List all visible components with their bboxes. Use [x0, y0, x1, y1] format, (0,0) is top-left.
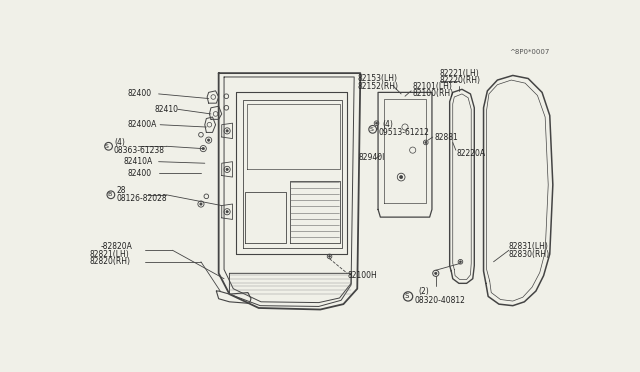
Circle shape: [200, 203, 202, 205]
Text: 82830(RH): 82830(RH): [509, 250, 550, 259]
Text: (2): (2): [419, 286, 429, 295]
Circle shape: [399, 176, 403, 179]
Text: 82101(LH): 82101(LH): [413, 82, 452, 91]
Text: ^8P0*0007: ^8P0*0007: [509, 49, 549, 55]
Text: S: S: [369, 127, 373, 132]
Text: 28: 28: [116, 186, 125, 195]
Text: S: S: [404, 294, 409, 299]
Circle shape: [435, 272, 437, 275]
Text: 82400: 82400: [128, 89, 152, 99]
Text: 82831(LH): 82831(LH): [509, 242, 549, 251]
Text: 82220A: 82220A: [456, 150, 486, 158]
Text: -82820A: -82820A: [101, 242, 132, 251]
Circle shape: [207, 139, 210, 141]
Text: S: S: [105, 144, 109, 149]
Text: 82940I: 82940I: [359, 153, 385, 162]
Text: 82881: 82881: [435, 132, 458, 141]
Text: 08320-40812: 08320-40812: [414, 296, 465, 305]
Text: 82821(LH): 82821(LH): [90, 250, 129, 259]
Text: 82153(LH): 82153(LH): [357, 74, 397, 83]
Circle shape: [376, 122, 378, 124]
Circle shape: [226, 211, 228, 213]
Text: 08363-61238: 08363-61238: [114, 145, 165, 155]
Text: 82100(RH): 82100(RH): [413, 89, 454, 99]
Text: 82220(RH): 82220(RH): [440, 76, 481, 85]
Circle shape: [460, 261, 461, 263]
Circle shape: [425, 141, 427, 143]
Text: 82410A: 82410A: [124, 157, 153, 166]
Text: 82221(LH): 82221(LH): [440, 68, 479, 78]
Text: (4): (4): [382, 120, 393, 129]
Circle shape: [226, 168, 228, 170]
Text: 82820(RH): 82820(RH): [90, 257, 131, 266]
Text: (4): (4): [114, 138, 125, 147]
Text: 82100H: 82100H: [348, 271, 377, 280]
Text: 09513-61212: 09513-61212: [378, 128, 429, 137]
Circle shape: [202, 147, 204, 150]
Text: 82410: 82410: [155, 105, 179, 114]
Text: B: B: [107, 192, 111, 197]
Text: 82400: 82400: [128, 169, 152, 178]
Text: 82152(RH): 82152(RH): [357, 82, 398, 91]
Circle shape: [226, 130, 228, 132]
Text: 82400A: 82400A: [128, 120, 157, 129]
Circle shape: [328, 256, 330, 257]
Text: 08126-82028: 08126-82028: [116, 194, 167, 203]
